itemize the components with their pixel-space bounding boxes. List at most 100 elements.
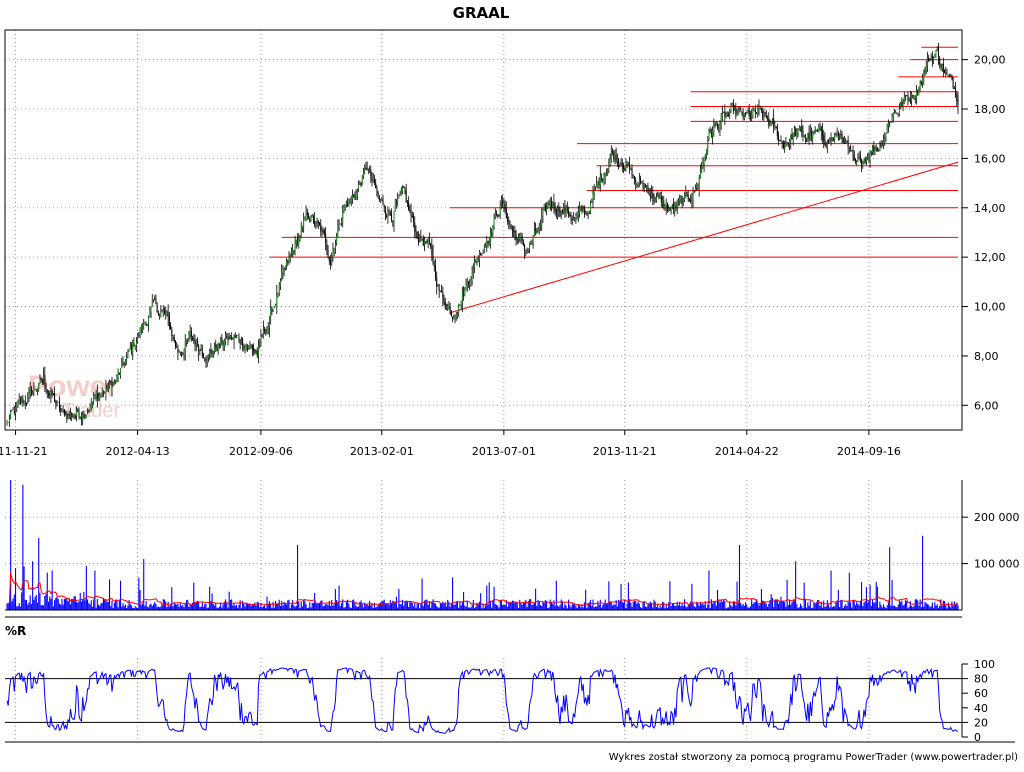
volume-bar: [631, 606, 633, 610]
volume-bar: [702, 602, 704, 610]
volume-bar: [410, 602, 412, 610]
candle-body: [453, 318, 455, 320]
candle-body: [926, 58, 928, 66]
volume-bar: [482, 603, 484, 610]
volume-bar: [188, 606, 190, 610]
candle-body: [116, 377, 118, 382]
candle-body: [298, 238, 300, 245]
candle-body: [878, 149, 880, 151]
candle-body: [249, 345, 251, 347]
candle-body: [477, 258, 479, 260]
volume-bar: [632, 601, 634, 610]
volume-bar: [89, 604, 91, 610]
volume-bar: [281, 600, 283, 610]
candle-body: [509, 222, 511, 225]
candle-body: [696, 187, 698, 191]
volume-bar: [813, 602, 815, 610]
candle-body: [892, 113, 894, 116]
candle-body: [594, 187, 596, 189]
volume-bar: [637, 601, 639, 610]
candle-body: [233, 336, 235, 341]
candle-body: [159, 314, 161, 316]
volume-bar: [128, 599, 130, 610]
price-panel-border: [4, 29, 963, 431]
volume-bar: [635, 600, 637, 610]
candle-body: [115, 380, 117, 382]
candle-body: [391, 213, 393, 221]
candle-body: [916, 91, 917, 99]
candle-body: [592, 194, 594, 200]
candle-body: [691, 200, 693, 204]
candle-body: [290, 252, 292, 255]
volume-bar: [734, 601, 736, 610]
candle-body: [791, 133, 793, 140]
price-y-tick-label: 10,00: [974, 301, 1006, 314]
candle-body: [117, 373, 119, 378]
volume-bar: [784, 602, 786, 610]
volume-bar: [580, 607, 582, 610]
volume-bar: [885, 608, 887, 610]
candle-body: [295, 239, 297, 244]
volume-bar: [749, 606, 752, 610]
volume-bar: [651, 602, 653, 610]
volume-bar: [102, 597, 104, 610]
candle-body: [669, 208, 671, 210]
volume-bar: [920, 607, 922, 610]
candle-body: [310, 217, 312, 223]
candle-body: [784, 144, 786, 147]
volume-bar: [956, 602, 958, 610]
candle-body: [458, 303, 460, 313]
candle-body: [641, 183, 643, 184]
candle-body: [63, 409, 65, 416]
volume-bar: [620, 583, 622, 610]
volume-bar: [62, 604, 64, 610]
volume-bar: [654, 601, 656, 610]
candle-body: [941, 64, 943, 69]
volume-bar: [91, 607, 94, 610]
volume-bar: [893, 605, 896, 610]
candle-body: [832, 138, 834, 141]
volume-bar: [801, 605, 803, 610]
candle-body: [812, 132, 814, 139]
volume-bar: [94, 570, 96, 610]
candle-body: [493, 218, 495, 227]
volume-bar: [939, 605, 941, 610]
candle-body: [78, 412, 80, 418]
volume-bar: [513, 600, 515, 610]
volume-bar: [143, 558, 145, 610]
candle-body: [150, 306, 152, 313]
candle-body: [699, 171, 701, 179]
volume-bar: [206, 607, 208, 610]
candle-body: [718, 127, 720, 129]
volume-bar: [181, 605, 183, 610]
volume-bar: [25, 600, 28, 610]
volume-bar: [864, 601, 866, 610]
candle-body: [239, 339, 241, 344]
candle-body: [354, 197, 356, 200]
volume-bar: [72, 598, 74, 610]
candle-body: [861, 159, 863, 166]
volume-bar: [792, 599, 794, 610]
candle-body: [488, 241, 490, 243]
trendline: [450, 161, 959, 314]
volume-bar: [82, 599, 84, 610]
candle-body: [405, 191, 407, 203]
volume-bar: [150, 603, 152, 610]
volume-bar: [350, 607, 352, 610]
volume-bar: [826, 600, 828, 610]
candle-body: [547, 203, 549, 207]
volume-bar: [112, 607, 114, 610]
candle-body: [846, 141, 848, 143]
candle-body: [250, 345, 252, 347]
candle-body: [942, 63, 944, 72]
volume-bar: [242, 600, 244, 610]
candle-body: [444, 301, 446, 309]
volume-bar: [466, 600, 468, 610]
volume-bar: [787, 605, 789, 610]
volume-bar: [373, 602, 376, 610]
candle-body: [402, 187, 404, 192]
volume-bar: [559, 605, 561, 610]
williams-r-y-tick-label: 60: [974, 687, 988, 700]
candle-body: [597, 181, 599, 185]
